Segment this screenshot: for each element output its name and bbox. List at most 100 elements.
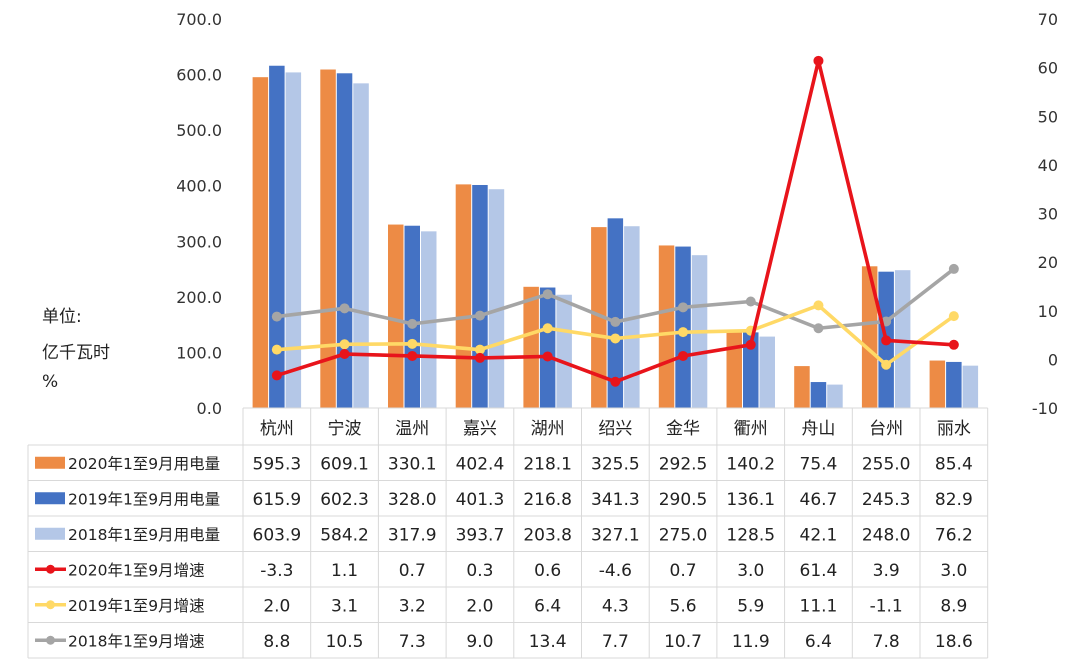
line-point-1-杭州 xyxy=(271,370,282,381)
right-axis-tick: 50 xyxy=(1038,107,1058,126)
bar-2-湖州 xyxy=(539,287,556,408)
line-point-2-绍兴 xyxy=(610,333,621,344)
unit-label-line1: 单位: xyxy=(42,307,82,327)
legend-label: 2019年1至9月增速 xyxy=(68,597,205,615)
table-cell-value: -3.3 xyxy=(260,561,293,581)
table-cell-value: 1.1 xyxy=(331,561,358,581)
line-point-2-丽水 xyxy=(948,311,959,322)
line-point-1-宁波 xyxy=(339,349,350,360)
left-axis-tick: 100.0 xyxy=(176,343,222,362)
category-label: 嘉兴 xyxy=(463,419,497,439)
bar-2-丽水 xyxy=(946,361,962,408)
line-point-3-衢州 xyxy=(745,296,756,307)
table-cell-value: 615.9 xyxy=(253,490,302,510)
bar-2-杭州 xyxy=(269,65,285,409)
line-point-1-台州 xyxy=(881,335,892,346)
table-cell-value: 216.8 xyxy=(523,490,572,510)
table-cell-value: 248.0 xyxy=(862,525,911,545)
line-point-2-宁波 xyxy=(339,339,350,350)
table-cell-value: 402.4 xyxy=(456,454,505,474)
table-cell-value: 275.0 xyxy=(659,525,708,545)
right-axis-tick: 60 xyxy=(1038,59,1058,78)
table-cell-value: 603.9 xyxy=(253,525,302,545)
line-point-2-金华 xyxy=(678,327,689,338)
line-point-1-丽水 xyxy=(948,339,959,350)
line-point-3-湖州 xyxy=(542,289,553,300)
table-cell-value: 609.1 xyxy=(320,454,369,474)
bar-2-舟山 xyxy=(810,382,827,408)
category-label: 丽水 xyxy=(937,419,971,439)
table-cell-value: -4.6 xyxy=(599,561,632,581)
table-cell-value: 584.2 xyxy=(320,525,369,545)
legend-key-marker-2 xyxy=(46,600,55,610)
line-point-3-绍兴 xyxy=(610,316,621,327)
line-point-3-舟山 xyxy=(813,323,824,334)
bar-2-宁波 xyxy=(336,73,353,409)
table-cell-value: 3.2 xyxy=(399,596,426,616)
category-label: 绍兴 xyxy=(598,419,632,439)
table-cell-value: 3.9 xyxy=(873,561,900,581)
table-cell-value: 0.6 xyxy=(534,561,561,581)
table-cell-value: 85.4 xyxy=(935,454,973,474)
category-label: 杭州 xyxy=(260,419,294,439)
table-cell-value: 5.9 xyxy=(737,596,764,616)
table-cell-value: 11.1 xyxy=(800,596,838,616)
left-axis-tick: 600.0 xyxy=(176,66,222,85)
bar-3-衢州 xyxy=(759,336,775,408)
table-cell-value: 0.7 xyxy=(399,561,426,581)
bar-1-金华 xyxy=(658,245,675,408)
legend-label: 2020年1至9月用电量 xyxy=(68,455,220,473)
table-cell-value: 5.6 xyxy=(670,596,697,616)
bar-2-绍兴 xyxy=(607,218,624,408)
table-cell-value: 3.0 xyxy=(940,561,967,581)
line-point-2-台州 xyxy=(881,359,892,370)
table-cell-value: 327.1 xyxy=(591,525,640,545)
line-point-3-宁波 xyxy=(339,303,350,314)
legend-key-marker-3 xyxy=(46,635,55,645)
table-cell-value: 255.0 xyxy=(862,454,911,474)
table-cell-value: 245.3 xyxy=(862,490,911,510)
bar-3-宁波 xyxy=(353,83,369,408)
table-cell-value: 8.8 xyxy=(263,632,290,652)
table-cell-value: 325.5 xyxy=(591,454,640,474)
right-axis-tick: 0 xyxy=(1048,350,1058,369)
line-point-3-温州 xyxy=(407,318,418,329)
table-cell-value: 75.4 xyxy=(800,454,838,474)
legend-label: 2018年1至9月用电量 xyxy=(68,526,220,544)
bar-2-衢州 xyxy=(743,332,759,408)
category-label: 宁波 xyxy=(328,419,362,439)
line-point-3-丽水 xyxy=(948,263,959,274)
table-cell-value: 2.0 xyxy=(263,596,290,616)
table-cell-value: 8.9 xyxy=(940,596,967,616)
category-label: 衢州 xyxy=(734,418,768,439)
table-cell-value: 3.0 xyxy=(737,561,764,581)
left-axis-tick: 0.0 xyxy=(197,399,222,418)
bar-1-绍兴 xyxy=(591,227,607,408)
category-label: 舟山 xyxy=(801,419,835,439)
right-axis-tick: 40 xyxy=(1038,156,1058,175)
bar-3-温州 xyxy=(421,231,437,408)
legend-key-bar-2 xyxy=(35,492,65,505)
table-cell-value: 46.7 xyxy=(800,490,838,510)
table-cell-value: 2.0 xyxy=(466,596,493,616)
legend-label: 2018年1至9月增速 xyxy=(68,632,205,650)
bar-1-嘉兴 xyxy=(455,184,472,408)
line-point-1-舟山 xyxy=(813,55,824,66)
table-cell-value: 18.6 xyxy=(935,632,973,652)
bar-1-宁波 xyxy=(320,69,336,408)
bar-3-丽水 xyxy=(962,365,979,408)
line-point-2-温州 xyxy=(407,338,418,349)
table-cell-value: 10.5 xyxy=(326,632,364,652)
table-cell-value: 393.7 xyxy=(456,525,505,545)
table-cell-value: 401.3 xyxy=(456,490,505,510)
category-label: 金华 xyxy=(666,419,700,439)
table-cell-value: 3.1 xyxy=(331,596,358,616)
left-axis-tick: 500.0 xyxy=(176,121,222,140)
bar-1-衢州 xyxy=(726,330,742,408)
legend-label: 2020年1至9月增速 xyxy=(68,561,205,579)
bar-3-嘉兴 xyxy=(488,189,505,408)
bar-3-台州 xyxy=(894,270,911,408)
left-axis-tick: 700.0 xyxy=(176,10,222,29)
table-cell-value: 4.3 xyxy=(602,596,629,616)
